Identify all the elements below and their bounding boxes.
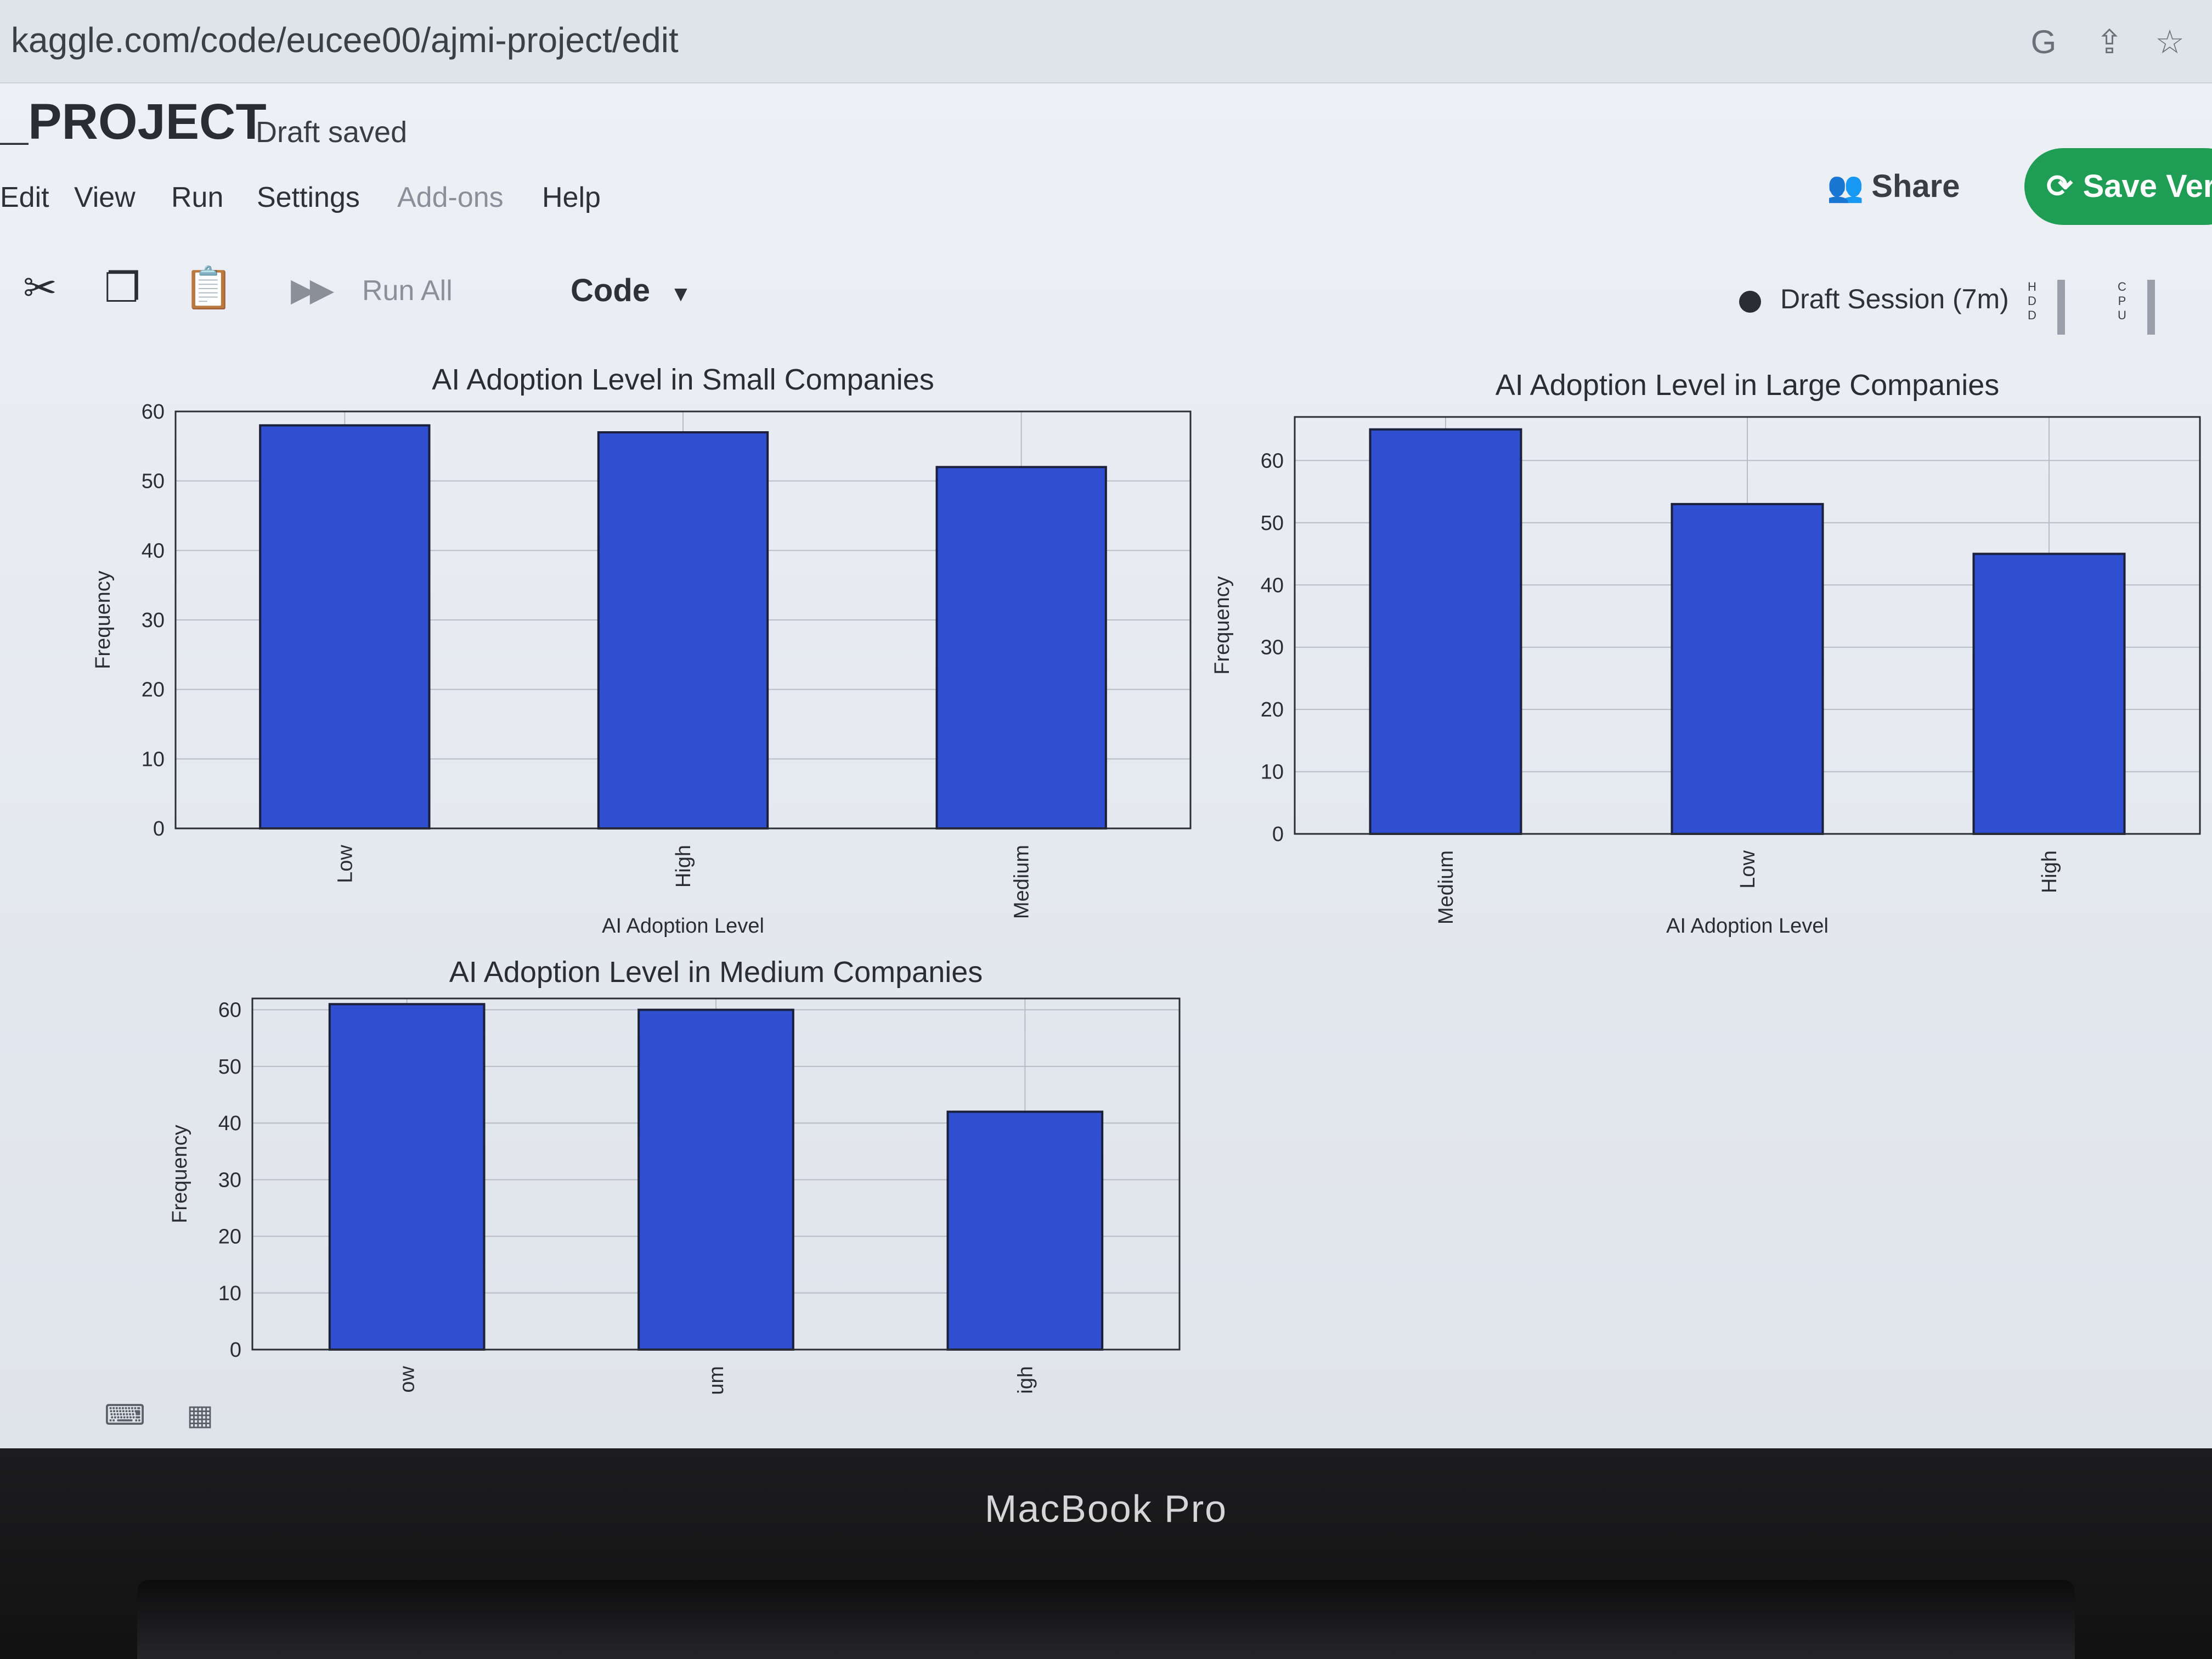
- menu-bar: Edit View Run Settings Add-ons Help: [0, 170, 1975, 225]
- plot-frame: [251, 997, 1181, 1351]
- x-tick-label: Low: [1736, 850, 1759, 888]
- menu-run[interactable]: Run: [171, 182, 224, 213]
- browser-address-bar[interactable]: kaggle.com/code/eucee00/ajmi-project/edi…: [0, 0, 2212, 83]
- x-tick-label: um: [705, 1366, 728, 1395]
- y-tick-label: 40: [142, 539, 165, 562]
- chart-title: AI Adoption Level in Medium Companies: [449, 956, 983, 989]
- refresh-icon: ⟳: [2046, 168, 2073, 204]
- cell-type-select[interactable]: Code ▼: [571, 272, 692, 309]
- y-tick-label: 60: [1261, 449, 1284, 472]
- y-tick-label: 0: [153, 817, 165, 840]
- x-tick-label: Low: [334, 844, 357, 883]
- x-tick-label: High: [2038, 850, 2061, 893]
- bar-low: [259, 424, 431, 830]
- paste-icon[interactable]: 📋: [183, 265, 234, 311]
- y-axis-label: Frequency: [92, 571, 115, 669]
- session-status-dot: [1739, 291, 1761, 313]
- x-tick-label: ow: [396, 1365, 419, 1392]
- y-tick-label: 60: [218, 999, 241, 1022]
- bottom-panel-icons: ⌨ ▦: [0, 1393, 329, 1437]
- chart-medium-companies: AI Adoption Level in Medium Companies 0 10…: [168, 956, 1181, 1395]
- x-axis-label: AI Adoption Level: [602, 915, 764, 938]
- y-tick-label: 30: [142, 609, 165, 632]
- y-tick-label: 50: [218, 1056, 241, 1079]
- draft-status: Draft saved: [256, 116, 408, 149]
- menu-help[interactable]: Help: [542, 182, 601, 213]
- save-version-label: Save Ver: [2083, 168, 2212, 204]
- run-all-button[interactable]: Run All: [362, 275, 453, 307]
- share-icon[interactable]: ⇪: [2095, 24, 2124, 60]
- bar-high: [1972, 552, 2126, 835]
- project-title[interactable]: _PROJECT: [0, 94, 267, 150]
- console-icon[interactable]: ⌨: [104, 1400, 146, 1431]
- bar-igh: [946, 1110, 1104, 1351]
- y-tick-label: 40: [1261, 574, 1284, 597]
- bar-ow: [328, 1003, 486, 1351]
- menu-add-ons[interactable]: Add-ons: [397, 182, 504, 213]
- y-tick-label: 20: [142, 679, 165, 702]
- x-tick-label: igh: [1014, 1366, 1037, 1394]
- chart-large-companies: AI Adoption Level in Large Companies 0 10 2…: [1211, 369, 2201, 938]
- y-tick-label: 30: [218, 1169, 241, 1192]
- chevron-down-icon: ▼: [670, 282, 692, 306]
- copy-icon[interactable]: ❐: [104, 265, 141, 311]
- y-tick-label: 10: [142, 748, 165, 771]
- menu-edit[interactable]: Edit: [0, 182, 49, 213]
- run-all-icon[interactable]: ▶▶: [291, 272, 334, 308]
- notebook-toolbar: ✂ ❐ 📋 ▶ ▶▶ Run All Code ▼ Draft Session …: [0, 247, 2212, 335]
- y-axis-label: Frequency: [168, 1125, 191, 1223]
- y-tick-label: 40: [218, 1112, 241, 1135]
- bar-um: [637, 1008, 794, 1351]
- laptop-hinge: [137, 1580, 2075, 1659]
- y-tick-label: 10: [218, 1282, 241, 1305]
- x-tick-label: Medium: [1435, 850, 1458, 924]
- y-tick-label: 60: [142, 400, 165, 424]
- y-tick-label: 0: [1272, 823, 1284, 846]
- menu-settings[interactable]: Settings: [257, 182, 360, 213]
- bar-medium: [1369, 428, 1522, 835]
- chart-small-companies: AI Adoption Level in Small Companies 0 10 2…: [92, 363, 1192, 938]
- y-tick-label: 20: [218, 1226, 241, 1249]
- plot-frame: [174, 410, 1192, 830]
- share-label: Share: [1871, 168, 1960, 204]
- url-text[interactable]: kaggle.com/code/eucee00/ajmi-project/edi…: [11, 20, 679, 60]
- session-status[interactable]: Draft Session (7m): [1780, 284, 2009, 314]
- star-icon[interactable]: ☆: [2155, 24, 2185, 60]
- y-tick-label: 50: [1261, 512, 1284, 535]
- cpu-meter: [2147, 280, 2155, 335]
- macbook-label: MacBook Pro: [984, 1487, 1228, 1530]
- bar-high: [597, 431, 769, 830]
- share-button[interactable]: 👥 Share: [1827, 159, 1980, 214]
- x-axis-label: AI Adoption Level: [1666, 915, 1829, 938]
- bar-medium: [935, 466, 1107, 830]
- screen: kaggle.com/code/eucee00/ajmi-project/edi…: [0, 0, 2212, 1448]
- keyboard-icon[interactable]: ▦: [187, 1400, 214, 1431]
- y-tick-label: 50: [142, 470, 165, 493]
- chart-title: AI Adoption Level in Large Companies: [1496, 369, 2000, 402]
- x-tick-label: Medium: [1011, 845, 1034, 919]
- hdd-meter: [2057, 280, 2065, 335]
- y-tick-label: 10: [1261, 761, 1284, 784]
- people-icon: 👥: [1827, 171, 1864, 204]
- y-tick-label: 0: [230, 1339, 241, 1362]
- cpu-label: C P U: [2118, 280, 2126, 322]
- hdd-label: H D D: [2028, 280, 2036, 322]
- menu-view[interactable]: View: [74, 182, 136, 213]
- y-axis-label: Frequency: [1211, 576, 1234, 675]
- plot-frame: [1294, 416, 2201, 835]
- chart-title: AI Adoption Level in Small Companies: [432, 363, 934, 396]
- y-tick-label: 30: [1261, 636, 1284, 659]
- notebook-header: _PROJECT Draft saved: [0, 82, 2212, 170]
- y-tick-label: 20: [1261, 698, 1284, 721]
- cell-type-value: Code: [571, 273, 650, 308]
- x-tick-label: High: [672, 845, 695, 888]
- bar-low: [1671, 503, 1824, 835]
- scissors-icon[interactable]: ✂: [22, 265, 57, 311]
- google-icon[interactable]: G: [2030, 24, 2057, 60]
- save-version-button[interactable]: ⟳ Save Ver: [2024, 148, 2212, 225]
